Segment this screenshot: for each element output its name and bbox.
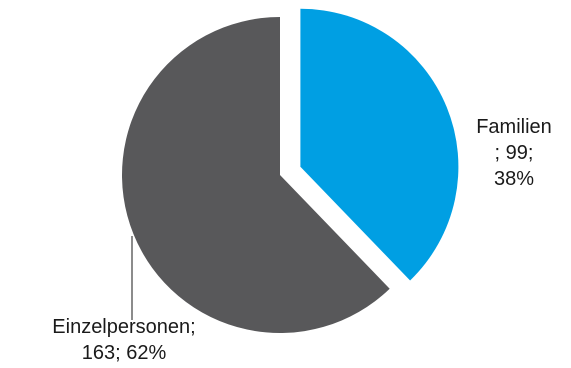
pie-slice-familien [300, 8, 459, 281]
data-label-einzelpersonen: Einzelpersonen; 163; 62% [8, 314, 240, 366]
pie-slice-einzelpersonen [122, 17, 390, 333]
data-label-familien-line-2: ; 99; [494, 142, 534, 164]
data-label-einzelpersonen-line-2: 163; 62% [81, 342, 167, 364]
data-label-familien-line-1: Familien [476, 116, 552, 138]
data-label-einzelpersonen-line-1: Einzelpersonen; [52, 316, 196, 338]
data-label-familien: Familien ; 99; 38% [458, 114, 570, 192]
data-label-familien-line-3: 38% [493, 168, 535, 190]
pie-slices [122, 8, 459, 333]
